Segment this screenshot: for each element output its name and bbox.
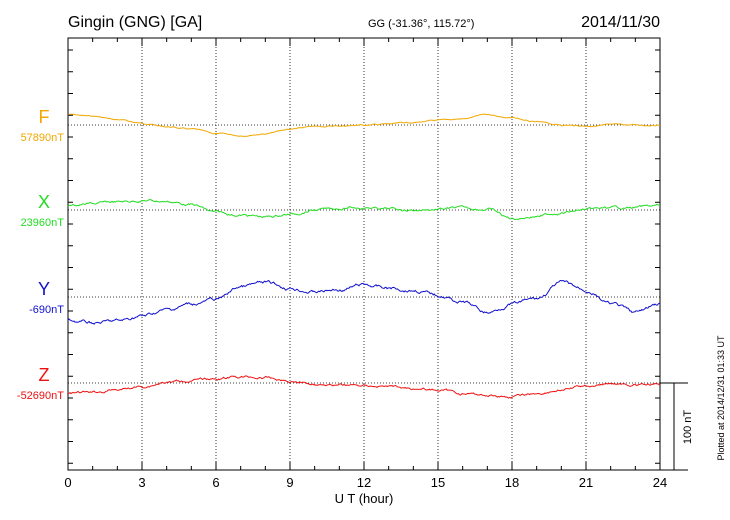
x-tick-label: 24 bbox=[653, 475, 667, 490]
x-tick-label: 9 bbox=[286, 475, 293, 490]
series-baseline-z: -52690nT bbox=[17, 390, 64, 402]
chart-title: Gingin (GNG) [GA] bbox=[68, 14, 202, 31]
chart-subtitle: GG (-31.36°, 115.72°) bbox=[368, 18, 474, 30]
ticks-layer: 0 3 6 9 12 15 18 21 24 bbox=[64, 38, 667, 490]
series-layer bbox=[67, 113, 661, 399]
scale-bar-label: 100 nT bbox=[682, 410, 694, 445]
x-tick-label: 0 bbox=[64, 475, 71, 490]
series-line-f bbox=[68, 113, 661, 137]
series-line-z bbox=[67, 375, 661, 399]
series-line-x bbox=[67, 198, 660, 221]
series-line-y bbox=[67, 279, 661, 325]
x-axis-label: U T (hour) bbox=[335, 491, 394, 506]
plotted-at-footer: Plotted at 2014/12/31 01:33 UT bbox=[716, 335, 726, 461]
chart-date: 2014/11/30 bbox=[581, 14, 660, 31]
series-name-f: F bbox=[39, 107, 50, 127]
x-tick-label: 12 bbox=[357, 475, 371, 490]
series-name-x: X bbox=[38, 192, 50, 212]
series-baseline-y: -690nT bbox=[29, 304, 64, 316]
x-tick-label: 15 bbox=[431, 475, 445, 490]
grid-layer bbox=[68, 38, 660, 470]
labels-layer: F 57890nT X 23960nT Y -690nT Z -52690nT bbox=[17, 107, 64, 402]
x-tick-label: 18 bbox=[505, 475, 519, 490]
x-tick-label: 3 bbox=[138, 475, 145, 490]
x-tick-label: 6 bbox=[212, 475, 219, 490]
series-baseline-x: 23960nT bbox=[21, 217, 65, 229]
series-name-y: Y bbox=[38, 279, 50, 299]
x-tick-label: 21 bbox=[579, 475, 593, 490]
series-name-z: Z bbox=[39, 365, 50, 385]
series-baseline-f: 57890nT bbox=[21, 132, 65, 144]
